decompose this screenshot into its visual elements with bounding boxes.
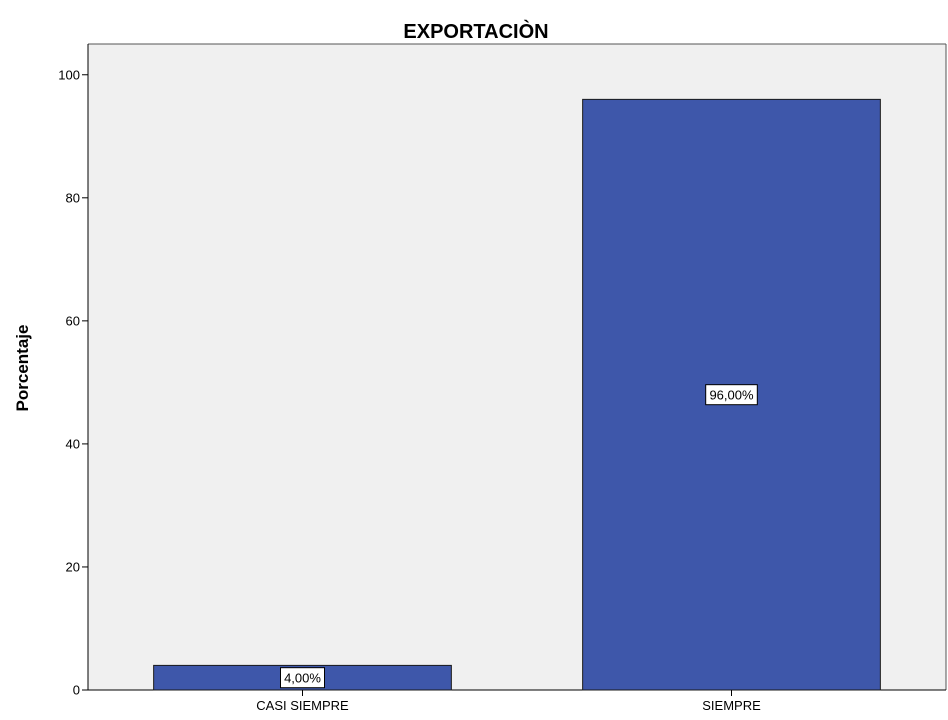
y-axis-label: Porcentaje (13, 325, 32, 412)
x-tick-label: SIEMPRE (702, 698, 761, 713)
plot-area-group: 0 20 40 60 80 100 CASI SIEMPRE 4,00% SIEMPRE 96,0… (58, 43, 947, 713)
y-tick-label: 20 (66, 559, 80, 574)
data-label-box (280, 667, 325, 689)
x-tick-label: CASI SIEMPRE (256, 698, 349, 713)
chart-title: EXPORTACIÒN (403, 19, 548, 43)
data-label: 4,00% (284, 671, 321, 686)
y-tick-label: 100 (58, 67, 80, 82)
y-tick-label: 80 (66, 190, 80, 205)
y-tick-label: 0 (73, 683, 80, 698)
y-tick-label: 60 (66, 313, 80, 328)
data-label-box (705, 384, 758, 406)
y-tick-label: 40 (66, 436, 80, 451)
data-label: 96,00% (709, 388, 754, 403)
